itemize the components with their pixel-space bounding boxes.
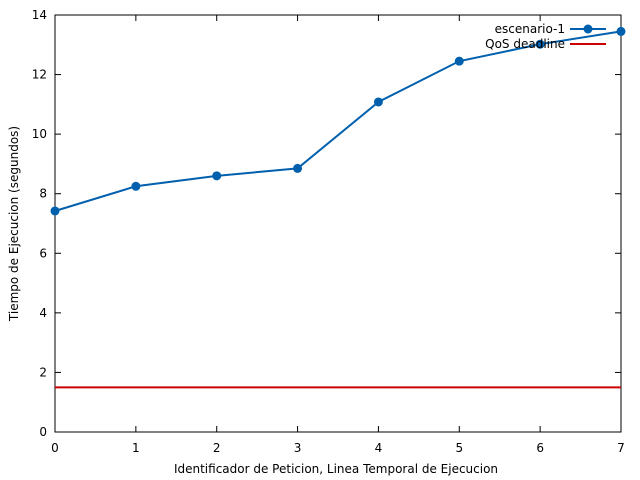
- data-point: [616, 26, 626, 36]
- data-point: [50, 206, 60, 216]
- x-tick-label: 4: [375, 441, 383, 455]
- data-point: [293, 163, 303, 173]
- data-point: [212, 171, 222, 181]
- x-tick-label: 6: [536, 441, 544, 455]
- x-tick-label: 2: [213, 441, 221, 455]
- y-tick-label: 14: [32, 8, 47, 22]
- data-point: [454, 56, 464, 66]
- plot-area-border: [54, 14, 622, 433]
- y-tick-label: 2: [39, 365, 47, 379]
- y-axis-label: Tiempo de Ejecucion (segundos): [7, 126, 21, 322]
- y-tick-label: 6: [39, 246, 47, 260]
- legend-label-escenario-1: escenario-1: [495, 22, 565, 36]
- data-point: [131, 181, 141, 191]
- legend-label-qos-deadline: QoS deadline: [485, 37, 565, 51]
- series-layer: [50, 26, 626, 389]
- y-tick-label: 4: [39, 306, 47, 320]
- x-tick-label: 3: [294, 441, 302, 455]
- y-tick-label: 10: [32, 127, 47, 141]
- data-point: [373, 97, 383, 107]
- x-tick-label: 7: [617, 441, 625, 455]
- y-tick-label: 12: [32, 68, 47, 82]
- y-tick-label: 8: [39, 187, 47, 201]
- plot-frame: [54, 14, 622, 433]
- x-tick-label: 0: [51, 441, 59, 455]
- data-point: [535, 39, 545, 49]
- x-tick-label: 5: [455, 441, 463, 455]
- y-tick-label: 0: [39, 425, 47, 439]
- x-axis-label: Identificador de Peticion, Linea Tempora…: [174, 462, 498, 476]
- x-tick-label: 1: [132, 441, 140, 455]
- series-line-escenario-1: [54, 30, 622, 212]
- legend-marker-escenario-1: [583, 24, 593, 34]
